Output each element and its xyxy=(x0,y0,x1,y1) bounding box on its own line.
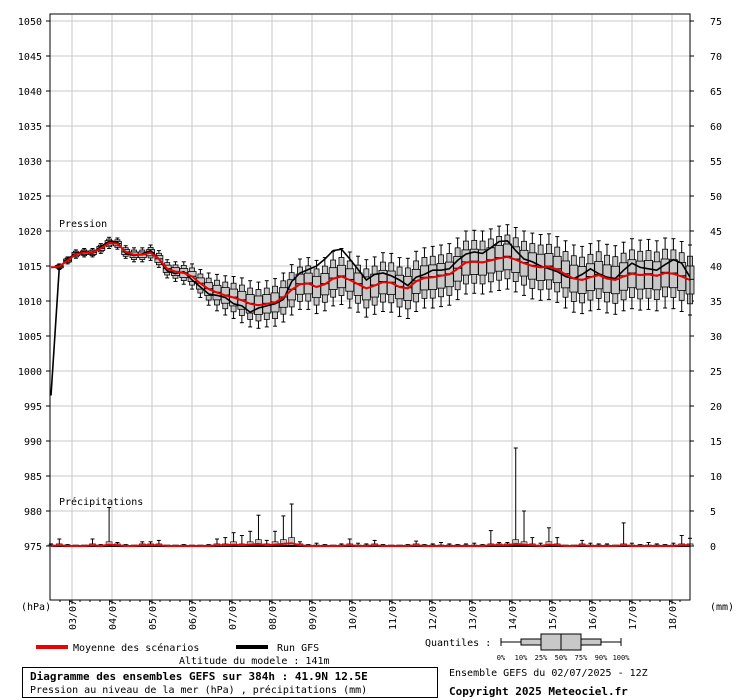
pressure-boxes xyxy=(54,224,695,329)
left-tick-label: 1025 xyxy=(18,192,42,203)
x-tick-label: 18/07 xyxy=(668,600,679,630)
precip-boxes xyxy=(47,447,694,547)
left-unit-label: (hPa) xyxy=(21,602,51,613)
right-tick-label: 65 xyxy=(710,87,722,98)
x-tick-label: 09/07 xyxy=(308,600,319,630)
precip-box xyxy=(288,503,295,547)
mean-precip-line xyxy=(50,542,690,548)
left-tick-label: 1045 xyxy=(18,52,42,63)
x-tick-label: 16/07 xyxy=(588,600,599,630)
x-tick-label: 17/07 xyxy=(628,600,639,630)
right-tick-label: 15 xyxy=(710,437,722,448)
precip-box xyxy=(620,522,627,547)
plot-frame xyxy=(49,13,691,601)
right-tick-label: 35 xyxy=(710,297,722,308)
left-tick-label: 1035 xyxy=(18,122,42,133)
x-tick-label: 08/07 xyxy=(268,600,279,630)
x-tick-label: 12/07 xyxy=(428,600,439,630)
precip-label: Précipitations xyxy=(59,496,143,508)
right-tick-label: 45 xyxy=(710,227,722,238)
left-tick-label: 1000 xyxy=(18,367,42,378)
x-tick-label: 03/07 xyxy=(68,600,79,630)
quantile-tick-label: 50% xyxy=(555,654,568,662)
right-tick-label: 40 xyxy=(710,262,722,273)
right-tick-label: 55 xyxy=(710,157,722,168)
precip-box xyxy=(280,515,287,547)
precip-box xyxy=(255,514,262,547)
quantile-legend-box xyxy=(500,633,622,651)
left-tick-label: 980 xyxy=(24,507,42,518)
x-tick-label: 11/07 xyxy=(388,600,399,630)
precip-box xyxy=(520,510,528,547)
left-tick-label: 985 xyxy=(24,472,42,483)
x-tick-label: 06/07 xyxy=(188,600,199,630)
quantile-tick-label: 25% xyxy=(535,654,548,662)
x-tick-label: 14/07 xyxy=(508,600,519,630)
left-tick-label: 1015 xyxy=(18,262,42,273)
left-axis-pressure: 975 980 985 990 995 1000 1005 1010 1015 1020 1025 1… xyxy=(18,17,50,553)
right-axis-precip: 0 5 10 15 20 25 30 35 40 45 50 55 60 65 70 75 xyxy=(690,17,722,553)
ensemble-label: Ensemble GEFS du 02/07/2025 - 12Z xyxy=(449,668,648,679)
quantile-tick-labels: 0% 10% 25% 50% 75% 90% 100% xyxy=(497,654,630,662)
left-tick-label: 1005 xyxy=(18,332,42,343)
left-tick-label: 995 xyxy=(24,402,42,413)
x-tick-label: 13/07 xyxy=(468,600,479,630)
legend-mean-label: Moyenne des scénarios xyxy=(73,642,199,654)
legend-run-label: Run GFS xyxy=(277,643,319,654)
series-lines xyxy=(50,239,691,548)
copyright-label: Copyright 2025 Meteociel.fr xyxy=(449,685,628,698)
pressure-label: Pression xyxy=(59,219,107,230)
left-tick-label: 1040 xyxy=(18,87,42,98)
left-tick-label: 990 xyxy=(24,437,42,448)
quantiles-label: Quantiles : xyxy=(425,638,491,649)
precip-box xyxy=(487,530,495,547)
precip-box xyxy=(512,447,520,547)
title-box xyxy=(22,667,438,698)
chart-title: Diagramme des ensembles GEFS sur 384h : … xyxy=(30,670,368,683)
chart-grid xyxy=(50,14,690,600)
right-tick-label: 0 xyxy=(710,542,716,553)
right-unit-label: (mm) xyxy=(710,602,734,613)
x-tick-label: 10/07 xyxy=(348,600,359,630)
quantile-tick-label: 90% xyxy=(595,654,608,662)
left-tick-label: 1030 xyxy=(18,157,42,168)
mean-pressure-line xyxy=(50,241,691,307)
right-tick-label: 20 xyxy=(710,402,722,413)
altitude-label: Altitude du modele : 141m xyxy=(179,656,330,667)
x-tick-label: 04/07 xyxy=(108,600,119,630)
quantile-tick-label: 10% xyxy=(515,654,528,662)
right-tick-label: 10 xyxy=(710,472,722,483)
left-tick-label: 1020 xyxy=(18,227,42,238)
x-axis-dates: 03/07 04/07 05/07 06/07 07/07 08/07 09/07 10/07… xyxy=(59,600,681,630)
right-tick-label: 70 xyxy=(710,52,722,63)
right-tick-label: 50 xyxy=(710,192,722,203)
x-tick-label: 07/07 xyxy=(228,600,239,630)
x-tick-label: 05/07 xyxy=(148,600,159,630)
quantile-tick-label: 75% xyxy=(575,654,588,662)
precip-box xyxy=(105,507,113,547)
precip-box xyxy=(545,527,553,547)
right-tick-label: 5 xyxy=(710,507,716,518)
right-tick-label: 30 xyxy=(710,332,722,343)
right-tick-label: 60 xyxy=(710,122,722,133)
x-tick-label: 15/07 xyxy=(548,600,559,630)
left-tick-label: 1050 xyxy=(18,17,42,28)
chart-subtitle: Pression au niveau de la mer (hPa) , pré… xyxy=(30,685,368,696)
quantile-tick-label: 100% xyxy=(613,654,631,662)
right-tick-label: 75 xyxy=(710,17,722,28)
right-tick-label: 25 xyxy=(710,367,722,378)
left-tick-label: 1010 xyxy=(18,297,42,308)
quantile-tick-label: 0% xyxy=(497,654,506,662)
left-tick-label: 975 xyxy=(24,542,42,553)
